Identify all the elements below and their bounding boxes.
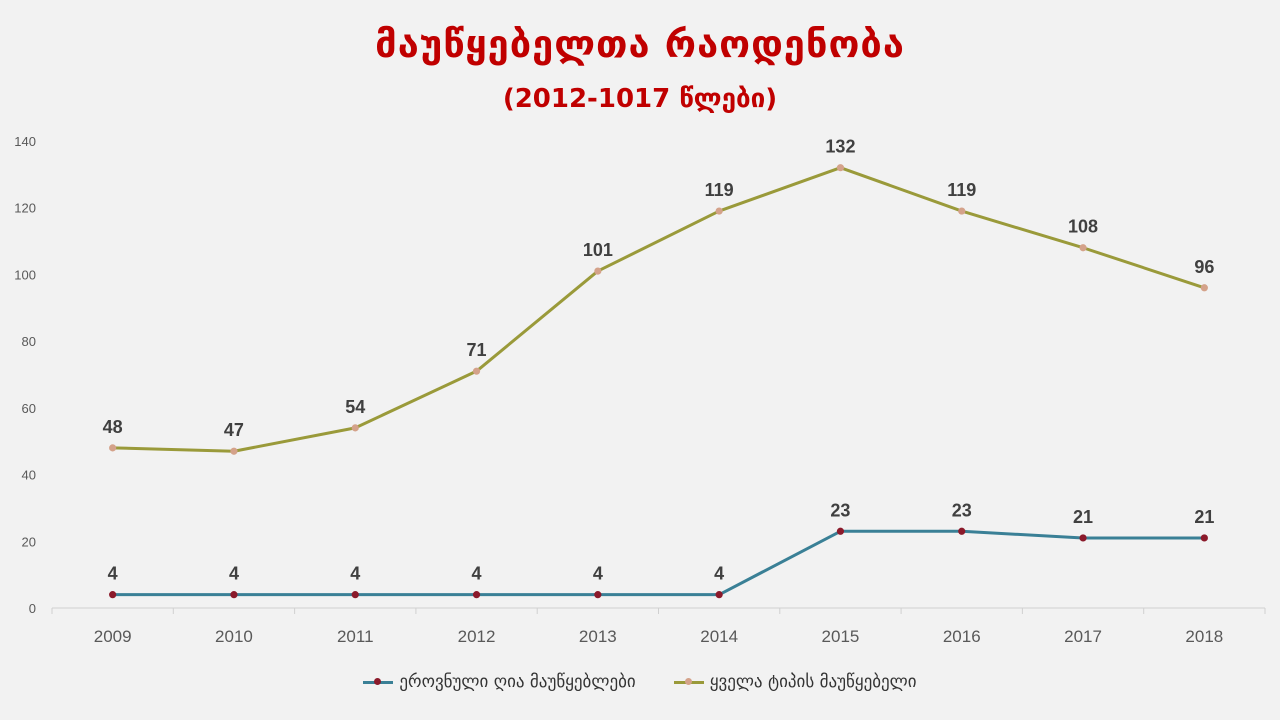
data-point <box>1079 244 1087 252</box>
data-point <box>109 591 117 599</box>
data-point <box>836 164 845 172</box>
data-point <box>594 591 602 599</box>
data-point <box>1200 534 1208 542</box>
x-tick-label: 2018 <box>1185 627 1223 646</box>
data-point <box>836 527 845 535</box>
legend-label-national: ეროვნული ღია მაუწყებლები <box>399 672 636 692</box>
data-point <box>715 591 723 599</box>
x-tick-label: 2015 <box>822 627 860 646</box>
data-label: 119 <box>947 180 976 200</box>
x-tick-label: 2009 <box>94 627 132 646</box>
data-point <box>594 267 602 275</box>
data-point <box>1079 534 1087 542</box>
data-label: 96 <box>1194 257 1214 277</box>
data-point <box>351 591 359 599</box>
data-label: 23 <box>952 500 972 520</box>
data-label: 101 <box>583 240 613 260</box>
y-tick-label: 0 <box>29 601 36 616</box>
y-tick-label: 80 <box>22 334 36 349</box>
data-point <box>958 527 966 535</box>
y-tick-label: 20 <box>22 534 36 549</box>
data-point <box>351 424 359 432</box>
data-point <box>230 447 238 455</box>
legend: ეროვნული ღია მაუწყებლები ყველა ტიპის მაუ… <box>0 672 1280 692</box>
data-point <box>472 367 481 375</box>
data-label: 4 <box>472 564 482 584</box>
y-tick-label: 60 <box>22 401 36 416</box>
y-tick-label: 140 <box>14 134 36 149</box>
data-label: 47 <box>224 420 244 440</box>
data-point <box>715 207 723 215</box>
legend-swatch-all <box>673 677 704 685</box>
data-label: 108 <box>1068 217 1098 237</box>
chart-title: მაუწყებელთა რაოდენობა <box>375 22 905 66</box>
x-tick-label: 2017 <box>1064 627 1102 646</box>
data-label: 119 <box>705 180 734 200</box>
data-label: 21 <box>1073 507 1093 527</box>
data-point <box>1200 284 1208 292</box>
data-point <box>958 207 966 215</box>
y-tick-label: 100 <box>14 267 36 282</box>
data-point <box>109 444 117 452</box>
data-label: 71 <box>467 340 487 360</box>
legend-swatch-national <box>363 677 394 685</box>
x-tick-label: 2010 <box>215 627 253 646</box>
x-tick-label: 2016 <box>943 627 981 646</box>
data-point <box>472 591 481 599</box>
data-point <box>230 591 238 599</box>
y-tick-label: 40 <box>22 468 36 483</box>
data-label: 4 <box>593 564 603 584</box>
data-label: 4 <box>229 564 239 584</box>
data-label: 48 <box>103 417 123 437</box>
legend-item-national: ეროვნული ღია მაუწყებლები <box>363 672 636 692</box>
series-line-0 <box>112 529 1205 597</box>
x-tick-label: 2013 <box>579 627 617 646</box>
x-tick-label: 2014 <box>700 627 738 646</box>
chart-subtitle: (2012-1017 წლები) <box>502 84 778 114</box>
x-tick-label: 2011 <box>337 627 374 646</box>
y-tick-label: 120 <box>14 201 36 216</box>
data-label: 4 <box>714 564 724 584</box>
data-label: 4 <box>108 564 118 584</box>
data-label: 54 <box>345 397 365 417</box>
data-label: 4 <box>350 564 360 584</box>
data-label: 21 <box>1194 507 1214 527</box>
x-tick-label: 2012 <box>458 627 496 646</box>
legend-label-all: ყველა ტიპის მაუწყებელი <box>709 672 917 692</box>
data-label: 132 <box>825 137 855 157</box>
data-label: 23 <box>830 500 850 520</box>
legend-item-all: ყველა ტიპის მაუწყებელი <box>673 672 917 692</box>
series-line-1 <box>112 166 1205 453</box>
